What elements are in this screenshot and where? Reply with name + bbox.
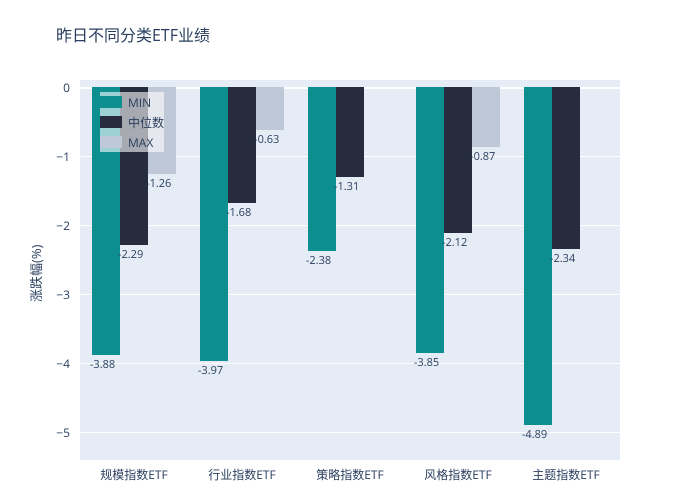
legend-item[interactable]: MAX bbox=[100, 132, 164, 152]
bar-value-label: -2.29 bbox=[118, 247, 143, 262]
legend-swatch bbox=[100, 116, 122, 128]
xtick-label: 风格指数ETF bbox=[404, 466, 512, 483]
bar-value-label: -1.26 bbox=[146, 176, 171, 191]
legend-item[interactable]: MIN bbox=[100, 92, 164, 112]
ytick-label: −4 bbox=[0, 355, 70, 372]
bar bbox=[308, 87, 336, 251]
bar bbox=[552, 87, 580, 249]
chart-title: 昨日不同分类ETF业绩 bbox=[56, 22, 210, 46]
bar-value-label: -3.85 bbox=[414, 355, 439, 370]
bar bbox=[524, 87, 552, 425]
bar-value-label: -2.34 bbox=[550, 251, 575, 266]
legend: MIN 中位数 MAX bbox=[100, 92, 164, 152]
ytick-label: −2 bbox=[0, 217, 70, 234]
ytick-label: −5 bbox=[0, 424, 70, 441]
xtick-label: 行业指数ETF bbox=[188, 466, 296, 483]
bar bbox=[472, 87, 500, 147]
bar-value-label: -1.31 bbox=[334, 179, 359, 194]
xtick-label: 策略指数ETF bbox=[296, 466, 404, 483]
bar-value-label: -2.38 bbox=[306, 253, 331, 268]
ytick-label: 0 bbox=[0, 79, 70, 96]
xtick-label: 规模指数ETF bbox=[80, 466, 188, 483]
chart-container: 昨日不同分类ETF业绩 -3.88 -2.29 -1.26 -3.97 -1.68 -0.… bbox=[0, 0, 700, 500]
bar-value-label: -0.87 bbox=[470, 149, 495, 164]
bar-value-label: -1.68 bbox=[226, 205, 251, 220]
xtick-label: 主题指数ETF bbox=[512, 466, 620, 483]
bar bbox=[416, 87, 444, 353]
bar-value-label: -0.63 bbox=[254, 132, 279, 147]
legend-label: MAX bbox=[128, 134, 153, 151]
bar bbox=[256, 87, 284, 131]
ytick-label: −3 bbox=[0, 286, 70, 303]
legend-item[interactable]: 中位数 bbox=[100, 112, 164, 132]
ytick-label: −1 bbox=[0, 148, 70, 165]
bar-value-label: -4.89 bbox=[522, 427, 547, 442]
bar bbox=[336, 87, 364, 178]
legend-swatch bbox=[100, 96, 122, 108]
bar-value-label: -3.88 bbox=[90, 357, 115, 372]
bar bbox=[200, 87, 228, 361]
legend-label: MIN bbox=[128, 94, 151, 111]
legend-label: 中位数 bbox=[128, 114, 164, 131]
bar bbox=[228, 87, 256, 203]
bar-value-label: -2.12 bbox=[442, 235, 467, 250]
bar-value-label: -3.97 bbox=[198, 363, 223, 378]
legend-swatch bbox=[100, 136, 122, 148]
bar bbox=[444, 87, 472, 233]
